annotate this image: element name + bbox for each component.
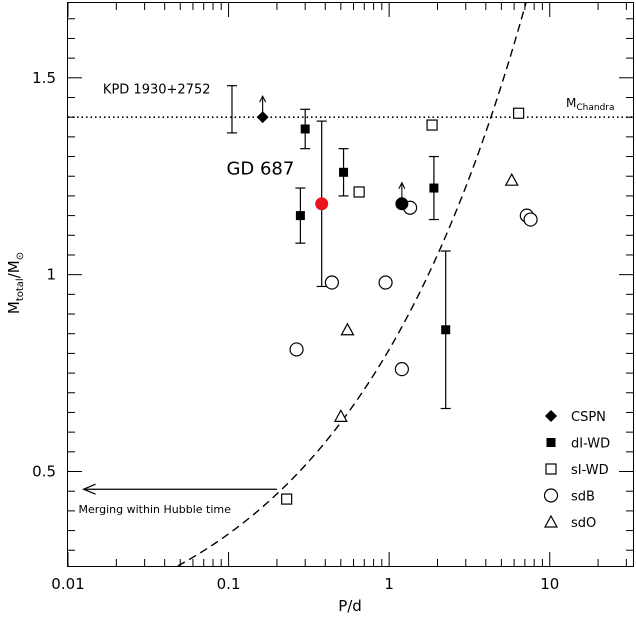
y-axis-label-sym: ⊙ [15,252,26,260]
axis-ticks [67,3,633,566]
si-wd-point [281,493,293,505]
x-tick-label: 0.1 [217,575,241,593]
gd687-point [315,197,329,211]
sdb-point [523,212,538,227]
legend-label-sdb: sdB [571,490,595,505]
curves [68,3,633,566]
di-wd-point [300,124,310,134]
si-wd-point [426,119,438,131]
sdb-point [324,275,340,290]
legend-marker-di-wd [546,438,556,447]
data-points [256,94,538,505]
sdb-point [378,275,393,290]
y-tick-label: 0.5 [32,463,56,481]
si-wd-point [353,186,365,198]
y-tick-label: 1.5 [32,69,56,87]
sdo-point [340,322,355,336]
merging-label: Merging within Hubble time [79,503,232,516]
y-tick-label: 1 [46,266,56,284]
cspn-point [256,111,269,124]
sdo-point [504,172,519,186]
annotations: KPD 1930+2752 GD 687 MChandra Merging wi… [79,83,615,517]
upper-limit-arrow-head [398,181,406,190]
annotation-gd687: GD 687 [226,158,294,179]
x-axis-label: P/d [338,597,362,615]
y-axis-label-sub: total [15,278,26,301]
legend-label-si-wd: sI-WD [571,463,609,478]
annotation-kpd: KPD 1930+2752 [103,83,211,98]
legend-label-cspn: CSPN [571,410,606,425]
x-tick-label: 10 [540,575,559,593]
legend-label-sdo: sdO [571,516,596,531]
y-axis-label-tail: /M [5,260,23,278]
upper-limit-arrow-head [259,94,267,103]
merging-arrow-head [82,483,96,495]
chandra-label: MChandra [566,96,615,113]
di-wd-point [339,167,349,177]
x-tick-label: 0.01 [51,575,84,593]
sdb-point [394,362,409,377]
legend-marker-sdb [543,488,559,503]
legend-marker-cspn [545,410,557,422]
legend-marker-sdo [543,514,559,528]
sdb-point [289,342,304,357]
di-wd-point [295,211,305,221]
di-wd-point [441,325,451,335]
legend-label-di-wd: dI-WD [571,437,610,452]
si-wd-point [513,107,525,119]
plot-frame [67,2,634,567]
chandra-label-main: M [566,96,576,110]
filled-circle-point [395,197,409,211]
di-wd-point [429,183,439,193]
legend-marker-si-wd [545,463,557,475]
legend: CSPN dI-WD sI-WD sdB sdO [543,410,610,531]
sdo-point [333,409,348,422]
y-axis-label: Mtotal/M⊙ [5,252,26,314]
y-axis-label-main: M [5,301,23,314]
axis-tick-labels: 0.01 0.1 1 10 0.5 1 1.5 [32,69,559,593]
merging-curve [177,3,527,566]
x-tick-label: 1 [384,575,394,593]
chandra-label-sub: Chandra [576,103,614,113]
